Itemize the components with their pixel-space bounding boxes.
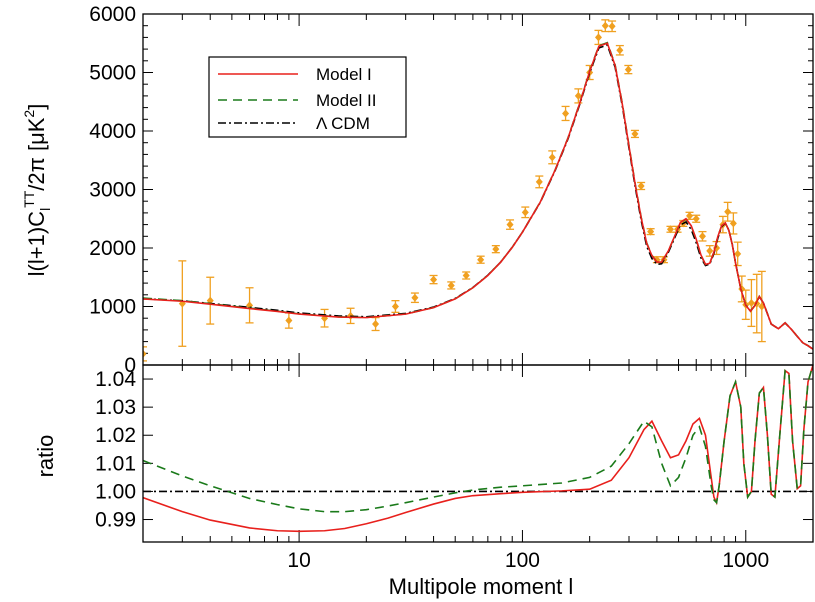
y-tick-label: 1.02 [95,424,136,447]
data-point [411,293,419,302]
legend-label-model-ii: Model II [316,91,376,110]
top-y-ticks: 0 1000 2000 3000 4000 5000 6000 [89,3,813,377]
data-point [430,275,438,284]
data-point [729,219,737,228]
data-point [285,316,293,325]
top-y-axis-label: l(l+1)ClTT/2π [μK2] [21,104,53,277]
data-point [574,91,582,100]
data-point [616,46,624,55]
data-point [624,65,632,74]
x-tick-label: 10 [287,549,310,572]
y-tick-label: 2000 [89,237,136,260]
data-point [477,255,485,264]
x-tick-label: 100 [505,549,540,572]
data-point [372,320,380,329]
data-point [637,181,645,190]
data-point [706,246,714,255]
ratio-line-model-ii [143,365,813,513]
bottom-series [143,365,813,533]
data-point [698,232,706,241]
bottom-y-axis-label: ratio [33,435,58,478]
data-point [594,33,602,42]
data-point [692,214,700,223]
y-tick-label: 6000 [89,3,136,26]
data-point [666,225,674,234]
y-tick-label: 0 [124,354,136,377]
y-tick-label: 1.04 [95,368,136,391]
data-point [724,207,732,216]
bottom-plot-frame [142,364,814,543]
data-point [506,220,514,229]
data-point [535,177,543,186]
legend-label-lcdm: Λ CDM [316,114,370,133]
top-series [143,41,813,350]
bottom-y-ticks: 0.99 1.00 1.01 1.02 1.03 1.04 [95,368,813,532]
data-point [492,245,500,254]
data-point [734,249,742,258]
data-point [686,211,694,220]
x-tick-label: 1000 [722,549,769,572]
data-point [447,281,455,290]
y-tick-label: 4000 [89,120,136,143]
bottom-x-ticks [142,365,814,542]
data-point [143,349,147,358]
data-point [747,298,755,307]
x-axis-label: Multipole moment l [389,574,574,599]
data-point [647,227,655,236]
y-tick-label: 1.00 [95,480,136,503]
top-x-ticks [142,14,814,365]
y-tick-label: 3000 [89,179,136,202]
y-tick-label: 1.03 [95,396,136,419]
data-point [608,22,616,31]
y-tick-label: 1.01 [95,452,136,475]
data-point [391,302,399,311]
data-point [562,109,570,118]
ratio-line-model-i [143,365,813,533]
legend-label-model-i: Model I [316,65,372,84]
data-point [601,21,609,30]
data-point [462,271,470,280]
data-point [521,208,529,217]
y-tick-label: 1000 [89,296,136,319]
series-line-lcdm [143,43,813,350]
series-line-model-i [143,42,813,350]
y-tick-label: 0.99 [95,509,136,532]
y-tick-label: 5000 [89,62,136,85]
data-point [548,153,556,162]
data-points [143,19,766,362]
data-point [631,129,639,138]
legend: Model I Model II Λ CDM [208,56,407,138]
